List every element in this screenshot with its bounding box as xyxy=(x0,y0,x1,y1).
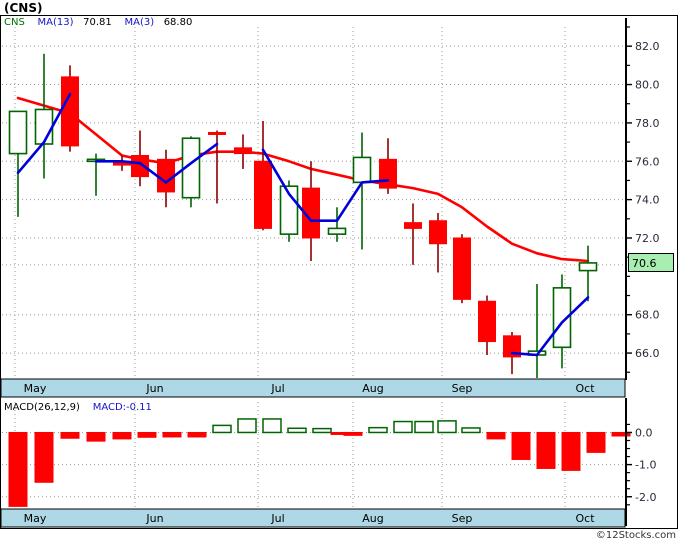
candle-up xyxy=(552,287,572,349)
price-legend: CNS MA(13) 70.81 MA(3) 68.80 xyxy=(4,17,192,28)
last-price-badge: 70.6 xyxy=(628,253,674,272)
candle-up xyxy=(34,108,54,145)
candle-down xyxy=(131,155,149,178)
lower-month-band xyxy=(0,508,626,528)
upper-month-label: May xyxy=(24,382,47,395)
candle-up xyxy=(8,110,28,155)
macd-bar-down xyxy=(137,431,157,438)
candle-down xyxy=(404,222,422,229)
macd-bar-down xyxy=(60,431,80,439)
candle-down xyxy=(234,147,252,155)
macd-bar-down xyxy=(34,431,54,483)
macd-bar-up xyxy=(237,418,257,434)
last-price-value: 70.6 xyxy=(632,257,657,270)
upper-month-label: Sep xyxy=(452,382,473,395)
macd-bar-up xyxy=(312,427,332,434)
macd-legend: MACD(26,12,9) MACD:-0.11 xyxy=(4,402,152,413)
price-axis-label: 72.0 xyxy=(635,232,660,245)
macd-axis-label: -2.0 xyxy=(635,491,656,504)
legend-symbol: CNS xyxy=(4,17,25,28)
macd-bar-up xyxy=(262,418,282,434)
macd-bar-down xyxy=(561,431,581,471)
macd-bar-down xyxy=(536,431,556,469)
macd-bar-down xyxy=(486,431,506,440)
candle-down xyxy=(379,158,397,189)
macd-legend-name: MACD(26,12,9) xyxy=(4,402,80,413)
candle-down xyxy=(61,76,79,147)
macd-bar-down xyxy=(611,431,631,437)
lower-month-label: Oct xyxy=(575,512,595,525)
price-axis-label: 68.0 xyxy=(635,309,660,322)
macd-bar-up xyxy=(393,420,413,434)
price-axis-label: 76.0 xyxy=(635,155,660,168)
candle-up xyxy=(327,227,347,235)
candle-down xyxy=(157,158,175,193)
legend-ma13-value: 70.81 xyxy=(83,17,112,28)
macd-axis-label: 0.0 xyxy=(635,426,653,439)
macd-bar-up xyxy=(212,424,232,434)
macd-bar-down xyxy=(187,431,207,438)
candle-down xyxy=(478,300,496,343)
price-axis-label: 66.0 xyxy=(635,347,660,360)
macd-legend-value: MACD:-0.11 xyxy=(92,402,152,413)
macd-bar-down xyxy=(586,431,606,453)
candle-up xyxy=(181,137,201,199)
candle-up xyxy=(578,262,598,272)
candle-down xyxy=(254,160,272,229)
macd-bar-down xyxy=(112,431,132,440)
upper-month-label: Jun xyxy=(145,382,163,395)
ma13-line xyxy=(16,96,590,263)
macd-bar-down xyxy=(8,431,28,507)
upper-month-band xyxy=(0,378,626,398)
macd-bar-down xyxy=(86,431,106,442)
candle-down xyxy=(429,220,447,245)
upper-month-label: Oct xyxy=(575,382,595,395)
macd-bar-up xyxy=(461,427,481,434)
macd-axis-label: -1.0 xyxy=(635,459,656,472)
price-axis-label: 74.0 xyxy=(635,194,660,207)
ma3-line xyxy=(16,92,72,175)
macd-bar-down xyxy=(343,431,363,436)
price-axis-label: 78.0 xyxy=(635,117,660,130)
lower-month-label: Sep xyxy=(452,512,473,525)
upper-month-label: Jul xyxy=(270,382,284,395)
candle-down xyxy=(453,237,471,300)
upper-month-label: Aug xyxy=(362,382,383,395)
macd-bar-up xyxy=(414,420,434,434)
ma3-line xyxy=(510,296,590,357)
lower-month-label: Jul xyxy=(270,512,284,525)
price-axis-label: 82.0 xyxy=(635,40,660,53)
lower-month-label: Jun xyxy=(145,512,163,525)
legend-ma13-label: MA(13) xyxy=(37,17,74,28)
candle-up xyxy=(352,156,372,184)
price-axis-label: 80.0 xyxy=(635,79,660,92)
window-title: (CNS) xyxy=(4,1,43,15)
legend-ma3-label: MA(3) xyxy=(124,17,155,28)
macd-bar-down xyxy=(162,431,182,438)
lower-month-label: May xyxy=(24,512,47,525)
candle-down xyxy=(208,131,226,135)
candle-down xyxy=(302,187,320,239)
ma3-line xyxy=(261,148,390,222)
ma3-line xyxy=(94,142,219,184)
macd-bar-down xyxy=(511,431,531,460)
macd-bar-up xyxy=(437,420,457,434)
macd-bar-up xyxy=(368,426,388,434)
lower-month-label: Aug xyxy=(362,512,383,525)
legend-ma3-value: 68.80 xyxy=(163,17,193,28)
candle-down xyxy=(503,335,521,358)
footer-credit: ©12Stocks.com xyxy=(595,530,676,541)
macd-bar-up xyxy=(287,427,307,434)
